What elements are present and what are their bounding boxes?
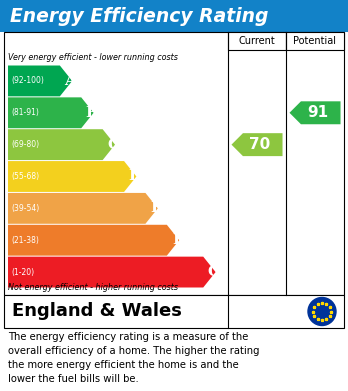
Text: (92-100): (92-100) xyxy=(11,76,44,85)
Text: (1-20): (1-20) xyxy=(11,267,34,276)
Text: England & Wales: England & Wales xyxy=(12,303,182,321)
Polygon shape xyxy=(8,129,115,160)
Text: The energy efficiency rating is a measure of the
overall efficiency of a home. T: The energy efficiency rating is a measur… xyxy=(8,332,260,384)
Bar xyxy=(286,32,344,50)
Polygon shape xyxy=(8,256,215,287)
Polygon shape xyxy=(231,133,283,156)
Text: Current: Current xyxy=(239,36,275,46)
Polygon shape xyxy=(8,193,158,224)
Text: F: F xyxy=(172,233,183,247)
Text: Not energy efficient - higher running costs: Not energy efficient - higher running co… xyxy=(8,283,178,292)
Bar xyxy=(0,0,348,32)
Bar xyxy=(4,295,344,328)
Text: Potential: Potential xyxy=(293,36,337,46)
Text: B: B xyxy=(85,106,98,120)
Bar xyxy=(4,32,344,295)
Text: (69-80): (69-80) xyxy=(11,140,39,149)
Text: G: G xyxy=(207,265,220,279)
Text: C: C xyxy=(107,138,119,152)
Circle shape xyxy=(308,298,336,325)
Text: E: E xyxy=(150,201,162,215)
Polygon shape xyxy=(8,97,94,128)
Text: A: A xyxy=(64,74,76,88)
Text: (39-54): (39-54) xyxy=(11,204,39,213)
Text: (81-91): (81-91) xyxy=(11,108,39,117)
Text: 70: 70 xyxy=(249,137,270,152)
Text: (55-68): (55-68) xyxy=(11,172,39,181)
Text: (21-38): (21-38) xyxy=(11,236,39,245)
Bar xyxy=(228,32,286,50)
Text: 91: 91 xyxy=(307,105,328,120)
Text: D: D xyxy=(128,170,141,183)
Text: Very energy efficient - lower running costs: Very energy efficient - lower running co… xyxy=(8,53,178,62)
Text: Energy Efficiency Rating: Energy Efficiency Rating xyxy=(10,7,268,25)
Polygon shape xyxy=(8,161,136,192)
Polygon shape xyxy=(8,66,72,96)
Polygon shape xyxy=(290,101,341,124)
Polygon shape xyxy=(8,225,179,256)
